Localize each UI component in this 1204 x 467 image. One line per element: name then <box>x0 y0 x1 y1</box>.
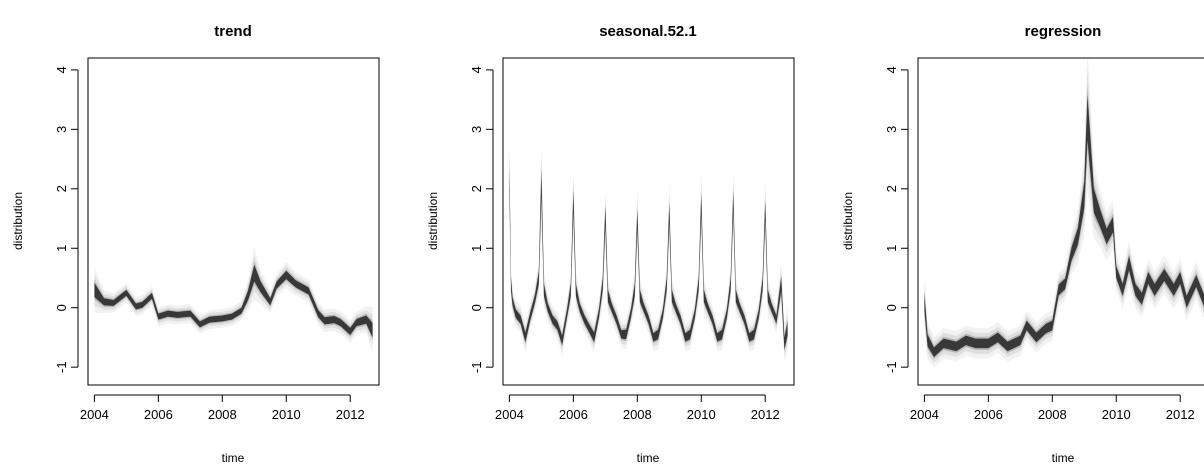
x-axis: 2004 2006 2008 2010 2012 <box>80 394 365 422</box>
plot-frame <box>87 57 380 386</box>
panel-seasonal: seasonal.52.1 2004 2006 2008 2010 2012 -1 0 1 2… <box>426 23 795 465</box>
density-band-0-layer-1 <box>924 67 1204 363</box>
y-tick-label: 3 <box>469 126 484 133</box>
y-axis: -1 0 1 2 3 4 <box>54 66 79 373</box>
x-axis-label: time <box>637 451 660 465</box>
density-band-layer <box>924 58 1204 368</box>
x-tick-label: 2006 <box>144 407 173 422</box>
y-axis: -1 0 1 2 3 4 <box>884 66 909 373</box>
panel-regression: regression 2004 2006 2008 2010 2012 -101234 … <box>841 23 1204 465</box>
x-tick-label: 2008 <box>208 407 237 422</box>
y-tick-label: 0 <box>884 304 899 311</box>
x-tick-label: 2010 <box>687 407 716 422</box>
y-tick-label: -1 <box>54 361 69 373</box>
density-band-0-layer-2 <box>94 261 373 341</box>
x-axis-label: time <box>222 451 245 465</box>
y-tick-label: 0 <box>469 304 484 311</box>
y-tick-label: 4 <box>54 66 69 73</box>
y-tick-label: 1 <box>884 245 899 252</box>
y-tick-label: 4 <box>469 66 484 73</box>
y-tick-label: -1 <box>469 361 484 373</box>
y-tick-label: 3 <box>884 126 899 133</box>
x-tick-label: 2012 <box>336 407 365 422</box>
chart-title: regression <box>1025 23 1102 40</box>
y-axis-label: distribution <box>11 192 25 250</box>
x-tick-label: 2012 <box>751 407 780 422</box>
y-tick-label: 3 <box>54 126 69 133</box>
x-axis: 2004 2006 2008 2010 2012 <box>495 394 780 422</box>
x-axis-label: time <box>1052 451 1075 465</box>
density-band-0-layer-0 <box>924 58 1204 368</box>
x-tick-label: 2006 <box>974 407 1003 422</box>
x-tick-label: 2004 <box>80 407 109 422</box>
y-tick-label: 1 <box>469 245 484 252</box>
x-tick-label: 2008 <box>1038 407 1067 422</box>
y-axis-label: distribution <box>426 192 440 250</box>
y-tick-label: 4 <box>884 66 899 73</box>
plot-frame <box>502 57 795 386</box>
y-tick-label: 2 <box>884 185 899 192</box>
x-tick-label: 2010 <box>1102 407 1131 422</box>
y-tick-label: 2 <box>469 185 484 192</box>
density-band-layer <box>509 135 788 363</box>
y-axis-label: distribution <box>841 192 855 250</box>
y-tick-label: 0 <box>54 304 69 311</box>
density-band-0-layer-0 <box>94 246 373 354</box>
y-tick-label: 1 <box>54 245 69 252</box>
x-tick-label: 2010 <box>272 407 301 422</box>
x-tick-label: 2004 <box>910 407 939 422</box>
plot-frame <box>917 57 1204 386</box>
density-band-0-layer-1 <box>94 254 373 346</box>
chart-title: trend <box>214 23 252 40</box>
chart-title: seasonal.52.1 <box>599 23 697 40</box>
y-tick-label: -1 <box>884 361 899 373</box>
x-tick-label: 2008 <box>623 407 652 422</box>
x-axis: 2004 2006 2008 2010 2012 <box>910 394 1195 422</box>
density-band-0-layer-3 <box>924 94 1204 358</box>
density-band-layer <box>94 246 373 354</box>
density-band-0-layer-3 <box>509 163 788 350</box>
density-band-0-layer-2 <box>924 85 1204 359</box>
x-tick-label: 2012 <box>1166 407 1195 422</box>
y-axis: -1 0 1 2 3 4 <box>469 66 494 373</box>
y-tick-label: 2 <box>54 185 69 192</box>
x-tick-label: 2004 <box>495 407 524 422</box>
x-tick-label: 2006 <box>559 407 588 422</box>
